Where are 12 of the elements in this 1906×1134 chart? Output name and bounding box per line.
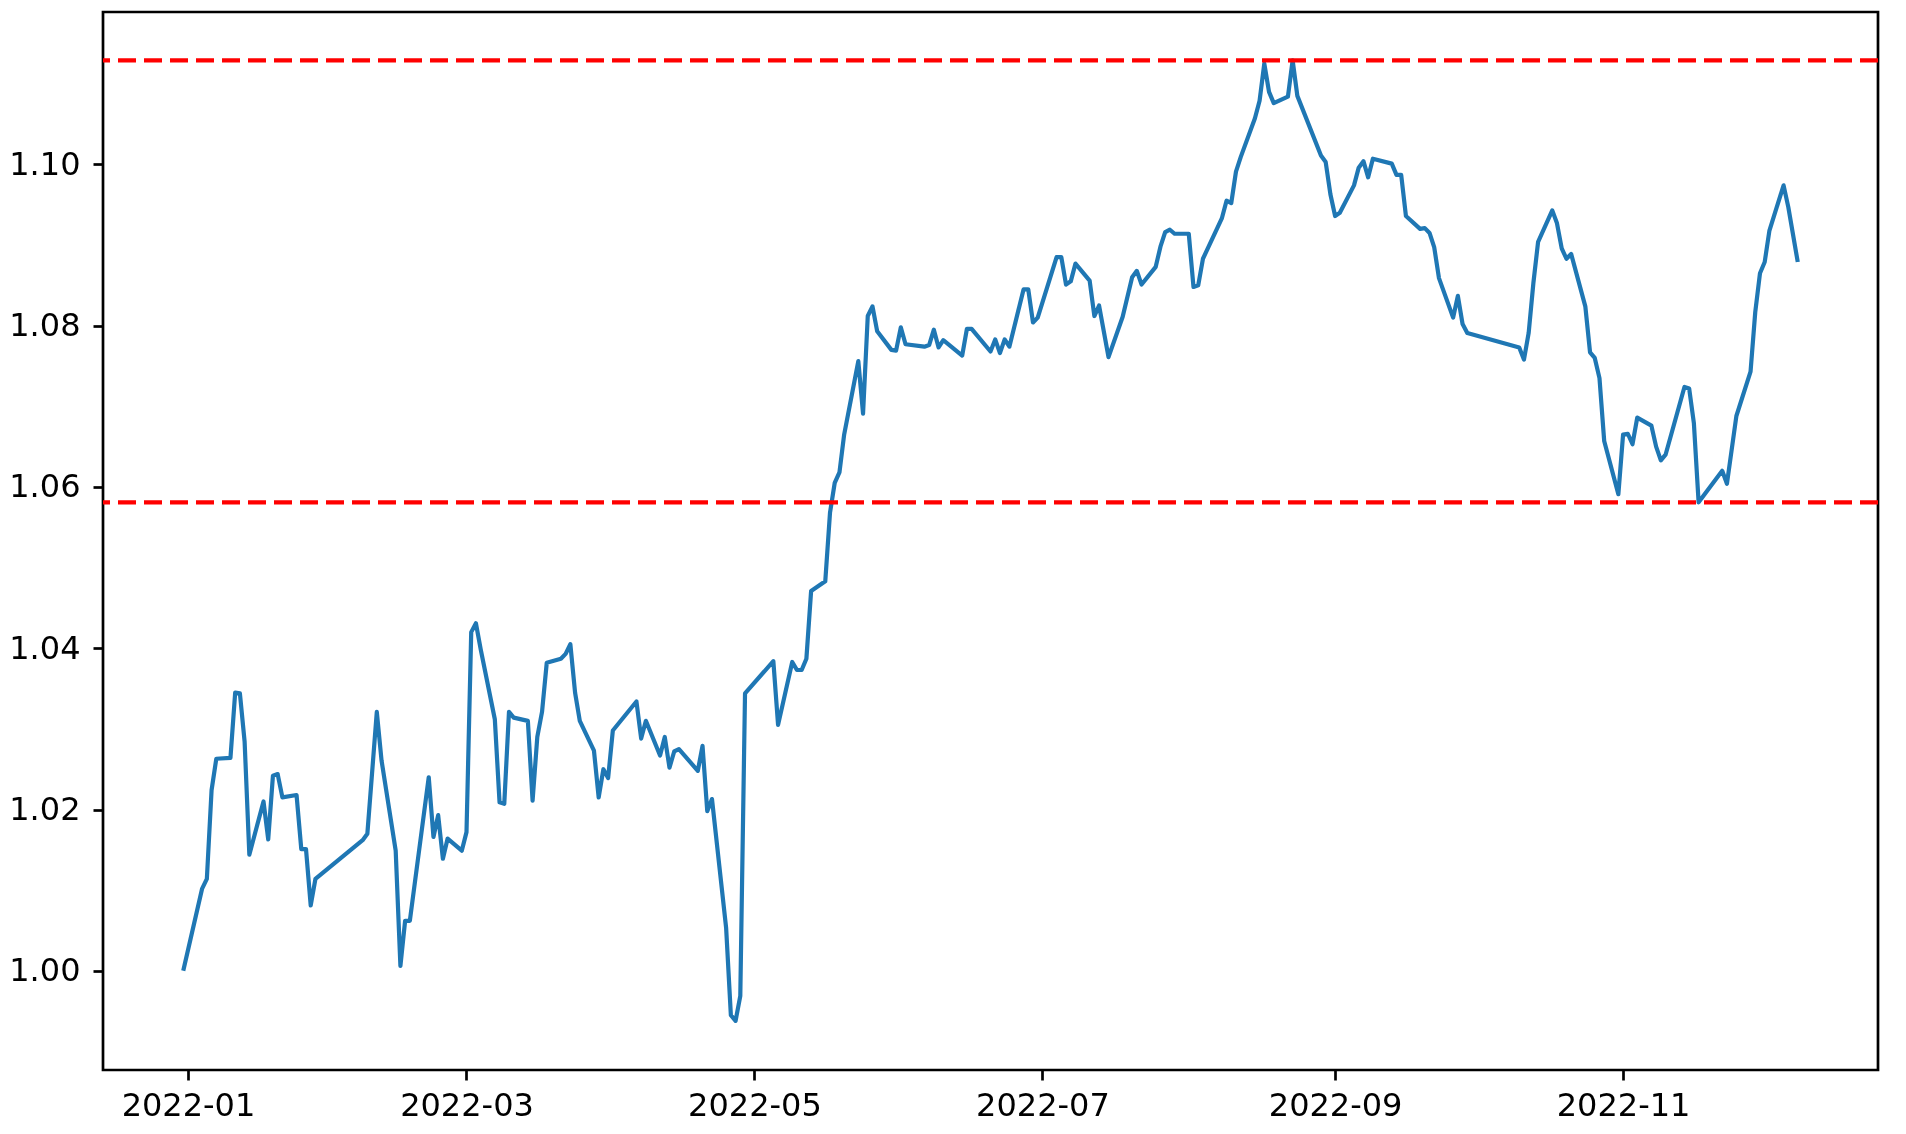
y-tick-label: 1.10: [9, 144, 81, 183]
x-tick-label: 2022-01: [121, 1085, 256, 1124]
x-tick-label: 2022-03: [400, 1085, 534, 1124]
x-tick-label: 2022-09: [1268, 1085, 1403, 1124]
y-tick-label: 1.06: [9, 467, 81, 506]
y-tick-label: 1.00: [9, 951, 81, 990]
y-tick-label: 1.04: [9, 628, 81, 667]
y-tick-label: 1.08: [9, 306, 81, 345]
x-tick-label: 2022-11: [1556, 1085, 1691, 1124]
x-tick-label: 2022-05: [688, 1085, 822, 1124]
y-tick-label: 1.02: [9, 790, 81, 829]
x-tick-label: 2022-07: [976, 1085, 1110, 1124]
